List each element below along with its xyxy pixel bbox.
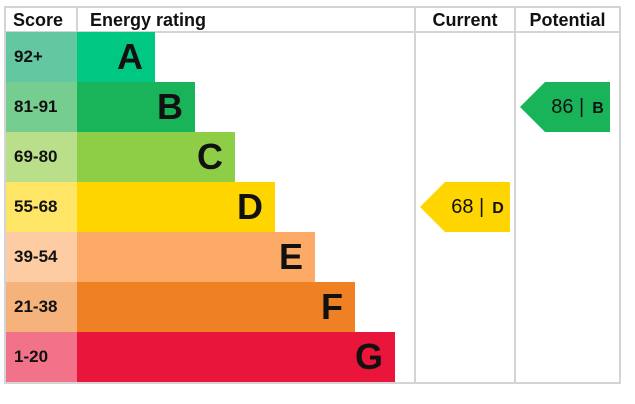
potential-rating-arrow: 86 | B: [520, 82, 610, 132]
rating-letter: E: [278, 236, 303, 277]
rating-letter: D: [237, 186, 263, 227]
bottom-border: [5, 382, 621, 384]
score-cell-e: 39-54: [6, 232, 77, 282]
rating-bar-g: G: [77, 332, 395, 382]
score-cell-b: 81-91: [6, 82, 77, 132]
header-current: Current: [432, 10, 498, 30]
top-border: [5, 6, 621, 8]
rating-bar-e: E: [77, 232, 315, 282]
header-potential: Potential: [529, 10, 606, 30]
rating-bar-f: F: [77, 282, 355, 332]
potential-score: 86 |: [551, 96, 585, 118]
rating-bar-a: A: [77, 32, 155, 82]
rating-letter: C: [197, 136, 223, 177]
rating-bar-b: B: [77, 82, 195, 132]
current-rating-arrow: 68 | D: [420, 182, 510, 232]
score-cell-f: 21-38: [6, 282, 77, 332]
score-cell-d: 55-68: [6, 182, 77, 232]
rating-letter: G: [354, 336, 383, 377]
rating-letter: F: [321, 286, 343, 327]
rating-letter: A: [117, 36, 143, 77]
header-divider: [5, 31, 621, 33]
score-cell-c: 69-80: [6, 132, 77, 182]
current-score: 68 |: [451, 196, 485, 218]
header-energy-rating: Energy rating: [90, 10, 207, 30]
score-divider: [76, 6, 78, 32]
right-border: [619, 6, 621, 384]
score-cell-a: 92+: [6, 32, 77, 82]
potential-letter: B: [592, 100, 604, 117]
potential-divider: [514, 6, 516, 384]
left-border: [4, 6, 6, 384]
current-letter: D: [492, 200, 504, 217]
rating-bar-c: C: [77, 132, 235, 182]
rating-letter: B: [157, 86, 183, 127]
current-divider: [414, 6, 416, 384]
current-arrow-shape: [420, 182, 510, 232]
score-cell-g: 1-20: [6, 332, 77, 382]
header-score: Score: [13, 10, 64, 30]
rating-bar-d: D: [77, 182, 275, 232]
potential-arrow-shape: [520, 82, 610, 132]
